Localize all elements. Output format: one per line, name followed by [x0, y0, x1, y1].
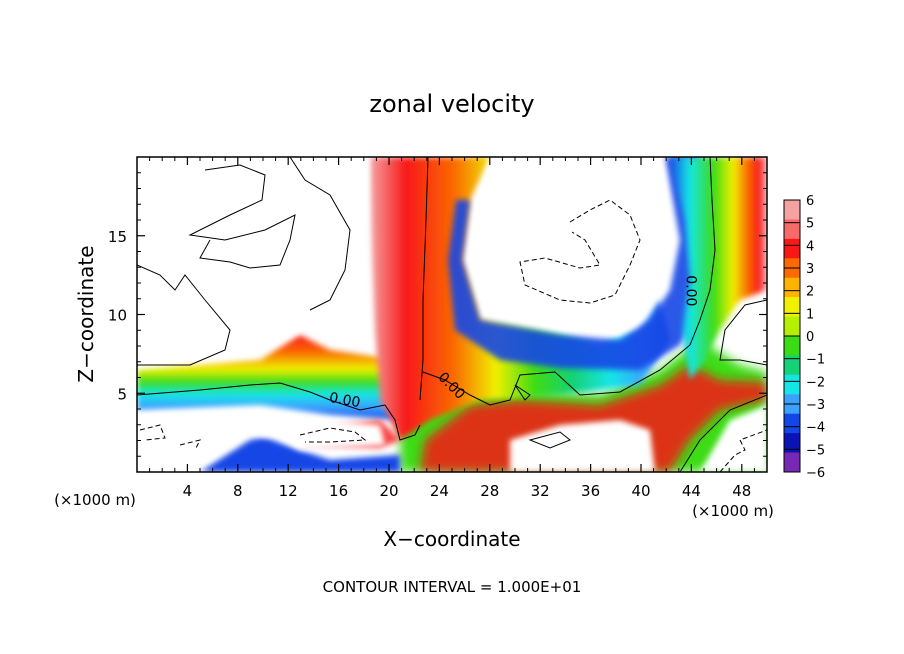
x-tick-label: 44: [682, 482, 701, 500]
field-lower-red: [420, 365, 767, 472]
x-tick-label: 48: [732, 482, 751, 500]
colorbar-tick-label: −2: [806, 375, 825, 390]
field-central-column: [370, 157, 670, 440]
contour-upper-left-3: [289, 157, 351, 311]
colorbar: 6 5 4 3 2 1 0 −1 −2 −3 −4 −5 −6: [783, 194, 825, 481]
colorbar-tick-label: 6: [806, 194, 814, 209]
contour-upper-left-2: [137, 264, 231, 366]
contour-label: 0.00: [328, 390, 361, 411]
x-tick-label: 16: [329, 482, 348, 500]
x-tick-label: 12: [279, 482, 298, 500]
contour-lines: [137, 157, 767, 472]
field-white-upper-left: [137, 157, 368, 360]
colorbar-swatch: [784, 433, 800, 454]
contour-lower-small-1: [528, 431, 571, 449]
x-tick-label: 24: [430, 482, 449, 500]
x-tick-label: 36: [581, 482, 600, 500]
contour-right-edge: [719, 299, 767, 366]
colorbar-swatch: [784, 452, 800, 473]
colorbar-swatch: [784, 355, 800, 376]
colorbar-tick-label: −6: [806, 466, 825, 481]
x-tick-label: 8: [233, 482, 243, 500]
contour-zero-mid: [422, 157, 716, 406]
colorbar-tick-label: 0: [806, 330, 814, 345]
contour-lower-small-2: [514, 384, 531, 401]
dashed-contour-eddy: [519, 199, 641, 304]
colorbar-swatch: [784, 374, 800, 395]
field-white-eddy: [480, 157, 668, 322]
chart-title: zonal velocity: [369, 90, 534, 118]
x-tick-label: 32: [531, 482, 550, 500]
colorbar-tick-label: −5: [806, 443, 825, 458]
colorbar-tick-label: 1: [806, 307, 814, 322]
colorbar-swatch: [784, 316, 800, 337]
dashed-contour-lower-1: [299, 427, 367, 443]
colorbar-tick-label: −1: [806, 353, 825, 368]
x-tick-label: 20: [379, 482, 398, 500]
field-white-lower-right: [700, 405, 767, 472]
x-tick-label: 4: [183, 482, 193, 500]
colorbar-tick-label: −3: [806, 398, 825, 413]
dashed-contours: [139, 199, 767, 472]
colorbar-swatch: [784, 277, 800, 298]
contour-zero-left: [137, 382, 421, 441]
y-tick-label: 15: [108, 228, 127, 246]
x-tick-label: 28: [480, 482, 499, 500]
field-white-lower-left: [137, 412, 385, 472]
x-tick-label: 40: [631, 482, 650, 500]
field-left-band: [137, 335, 400, 420]
dashed-contour-lower-2: [139, 424, 166, 441]
colorbar-swatch: [784, 336, 800, 356]
contour-interval-footer: CONTOUR INTERVAL = 1.000E+01: [323, 578, 582, 596]
colorbar-tick-label: 4: [806, 239, 814, 254]
velocity-field: 0.00 0.000.00: [137, 157, 767, 472]
colorbar-swatch: [784, 200, 800, 220]
colorbar-swatch: [784, 413, 800, 434]
y-tick-label: 5: [117, 385, 127, 403]
colorbar-tick-label: 3: [806, 262, 814, 277]
colorbar-swatch: [784, 238, 800, 259]
y-axis-label: Z−coordinate: [74, 245, 98, 382]
contour-label: 0.00: [682, 275, 698, 306]
field-bottom-streak: [200, 435, 400, 472]
field-right-column: [670, 157, 767, 380]
contour-zero-right: [679, 394, 767, 472]
dashed-contour-lower-3: [179, 439, 201, 451]
colorbar-tick-label: −4: [806, 421, 825, 436]
contour-upper-left-1: [188, 164, 296, 269]
x-unit-label-right: (×1000 m): [692, 502, 774, 520]
colorbar-swatch: [784, 297, 800, 318]
contour-zero-center: [419, 157, 429, 401]
colorbar-tick-label: 5: [806, 217, 814, 232]
y-tick-label: 10: [108, 307, 127, 325]
x-unit-label-left: (×1000 m): [54, 491, 136, 509]
field-white-pocket: [510, 420, 655, 472]
colorbar-tick-label: 2: [806, 285, 814, 300]
x-axis-label: X−coordinate: [383, 527, 520, 551]
dashed-contour-lower-right: [719, 429, 767, 472]
colorbar-swatch: [784, 219, 800, 240]
